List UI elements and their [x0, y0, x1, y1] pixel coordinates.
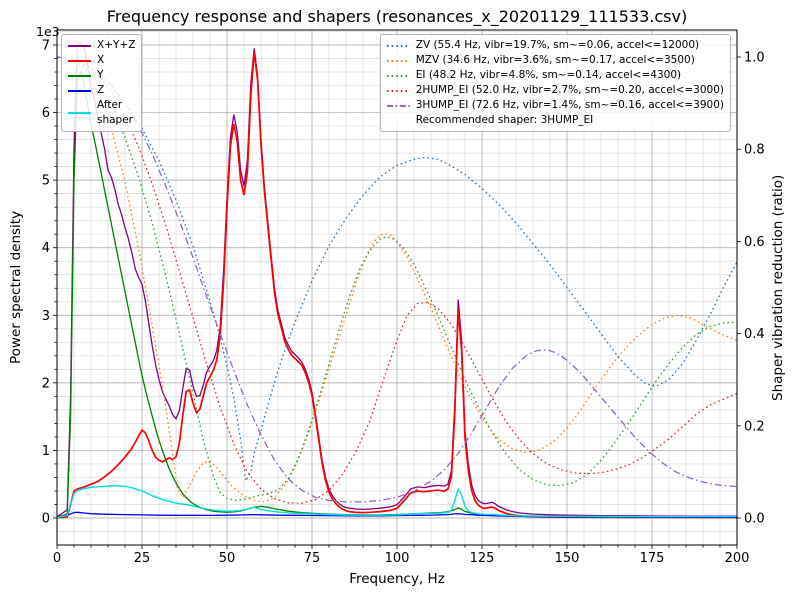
x-tick-label: 175: [640, 551, 665, 566]
ei-line-sample: [386, 70, 411, 82]
legend-item-zv: ZV (55.4 Hz, vibr=19.7%, sm~=0.06, accel…: [386, 38, 724, 53]
y-left-tick-label: 6: [42, 106, 50, 121]
y-left-tick-label: 3: [42, 309, 50, 324]
y-left-tick-label: 0: [42, 512, 50, 527]
legend-label-after-shaper: After shaper: [97, 99, 134, 126]
curve-after-shaper: [57, 484, 737, 519]
legend-label-y: Y: [97, 69, 104, 81]
legend-label-3hump_ei: 3HUMP_EI (72.6 Hz, vibr=1.4%, sm~=0.16, …: [415, 99, 724, 111]
legend-label-zv: ZV (55.4 Hz, vibr=19.7%, sm~=0.06, accel…: [415, 39, 700, 51]
x-tick-label: 150: [555, 551, 580, 566]
curves: [57, 41, 737, 519]
y-right-tick-label: 0.8: [744, 143, 765, 158]
legend-item-after-shaper: After shaper: [67, 98, 135, 128]
legend-label-mzv: MZV (34.6 Hz, vibr=3.6%, sm~=0.17, accel…: [415, 54, 695, 66]
legend-label-recommendation: Recommended shaper: 3HUMP_EI: [415, 114, 594, 126]
legend-item-mzv: MZV (34.6 Hz, vibr=3.6%, sm~=0.17, accel…: [386, 53, 724, 68]
x-tick-label: 50: [219, 551, 236, 566]
curve-zv: [57, 56, 737, 484]
chart-title: Frequency response and shapers (resonanc…: [106, 7, 688, 26]
curve-mzv: [57, 56, 737, 503]
y-left-tick-label: 5: [42, 174, 50, 189]
legend-label-z: Z: [97, 84, 105, 96]
curve-x: [57, 51, 737, 519]
x-tick-label: 100: [385, 551, 410, 566]
y-left-tick-label: 1: [42, 444, 50, 459]
2hump_ei-line-sample: [386, 85, 411, 97]
x-tick-label: 75: [304, 551, 321, 566]
y-axis-label-left: Power spectral density: [8, 210, 24, 365]
y-right-tick-label: 0.2: [744, 419, 765, 434]
legend-item-recommendation: Recommended shaper: 3HUMP_EI: [386, 113, 724, 128]
x-tick-label: 0: [53, 551, 61, 566]
xyz-line-sample: [67, 40, 92, 52]
legend-label-xyz: X+Y+Z: [97, 39, 136, 51]
legend-item-y: Y: [67, 68, 135, 83]
legend-item-3hump_ei: 3HUMP_EI (72.6 Hz, vibr=1.4%, sm~=0.16, …: [386, 98, 724, 113]
y-right-tick-label: 0.4: [744, 327, 765, 342]
x-tick-label: 25: [134, 551, 151, 566]
y-axis-offset-label: 1e3: [36, 24, 60, 39]
mzv-line-sample: [386, 55, 411, 67]
x-tick-label: 200: [725, 551, 750, 566]
legend-item-ei: EI (48.2 Hz, vibr=4.8%, sm~=0.14, accel<…: [386, 68, 724, 83]
legend-item-z: Z: [67, 83, 135, 98]
legend-label-ei: EI (48.2 Hz, vibr=4.8%, sm~=0.14, accel<…: [415, 69, 682, 81]
y-right-tick-label: 1.0: [744, 51, 765, 66]
zv-line-sample: [386, 40, 411, 52]
axis-ticks: 0 25 50 75 100 125 150 175 200 0 1 2 3 4 5 6 7 0.0 0.2 0.4 0…: [42, 39, 765, 567]
legend-item-x: X: [67, 53, 135, 68]
x-tick-label: 125: [470, 551, 495, 566]
3hump_ei-line-sample: [386, 100, 411, 112]
y-line-sample: [67, 70, 92, 82]
legend-label-x: X: [97, 54, 105, 66]
legend-item-xyz: X+Y+Z: [67, 38, 135, 53]
after-shaper-line-sample: [67, 107, 92, 119]
y-axis-label-right: Shaper vibration reduction (ratio): [770, 174, 786, 401]
curve-2hump_ei: [57, 56, 737, 504]
x-line-sample: [67, 55, 92, 67]
curve-z: [57, 511, 737, 519]
y-right-tick-label: 0.0: [744, 512, 765, 527]
legend-label-2hump_ei: 2HUMP_EI (52.0 Hz, vibr=2.7%, sm~=0.20, …: [415, 84, 724, 96]
legend-shapers: ZV (55.4 Hz, vibr=19.7%, sm~=0.06, accel…: [379, 34, 731, 132]
y-right-tick-label: 0.6: [744, 235, 765, 250]
y-left-tick-label: 4: [42, 241, 50, 256]
z-line-sample: [67, 85, 92, 97]
legend-item-2hump_ei: 2HUMP_EI (52.0 Hz, vibr=2.7%, sm~=0.20, …: [386, 83, 724, 98]
curve-ei: [57, 56, 737, 502]
y-left-tick-label: 2: [42, 376, 50, 391]
y-left-tick-label: 7: [42, 39, 50, 54]
legend-psd: X+Y+Z X Y Z After shaper: [61, 34, 143, 132]
x-axis-label: Frequency, Hz: [349, 571, 445, 587]
